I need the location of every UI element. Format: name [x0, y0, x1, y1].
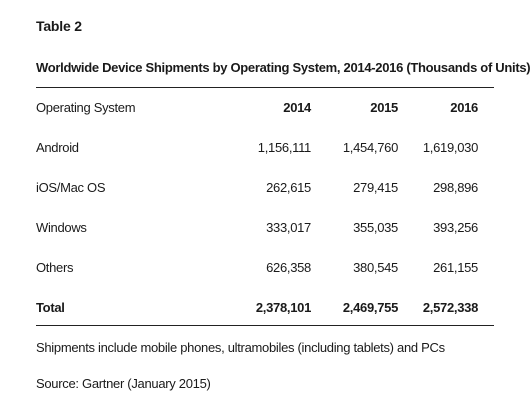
header-operating-system: Operating System	[36, 100, 136, 115]
table-row-android: Android 1,156,111 1,454,760 1,619,030	[36, 138, 494, 158]
document-page: Table 2 Worldwide Device Shipments by Op…	[36, 0, 530, 410]
cell-2014: 626,358	[266, 260, 311, 275]
cell-2015: 355,035	[353, 220, 398, 235]
table-header-row: Operating System 2014 2015 2016	[36, 98, 494, 118]
row-label: Android	[36, 140, 79, 155]
table-top-rule	[36, 87, 494, 88]
table-title: Worldwide Device Shipments by Operating …	[36, 60, 530, 75]
total-2015: 2,469,755	[342, 300, 398, 315]
row-label: iOS/Mac OS	[36, 180, 106, 195]
header-2014: 2014	[283, 100, 311, 115]
header-2015: 2015	[370, 100, 398, 115]
total-2016: 2,572,338	[422, 300, 478, 315]
table-row-windows: Windows 333,017 355,035 393,256	[36, 218, 494, 238]
cell-2014: 262,615	[266, 180, 311, 195]
row-label: Others	[36, 260, 74, 275]
header-2016: 2016	[450, 100, 478, 115]
cell-2016: 1,619,030	[422, 140, 478, 155]
table-row-others: Others 626,358 380,545 261,155	[36, 258, 494, 278]
table-row-total: Total 2,378,101 2,469,755 2,572,338	[36, 298, 494, 318]
total-2014: 2,378,101	[255, 300, 311, 315]
cell-2015: 1,454,760	[342, 140, 398, 155]
cell-2015: 279,415	[353, 180, 398, 195]
row-label: Windows	[36, 220, 87, 235]
cell-2016: 393,256	[433, 220, 478, 235]
table-footnote: Shipments include mobile phones, ultramo…	[36, 340, 445, 355]
cell-2015: 380,545	[353, 260, 398, 275]
cell-2014: 333,017	[266, 220, 311, 235]
table-label: Table 2	[36, 18, 82, 34]
table-bottom-rule	[36, 325, 494, 326]
cell-2014: 1,156,111	[257, 140, 312, 155]
table-row-ios: iOS/Mac OS 262,615 279,415 298,896	[36, 178, 494, 198]
cell-2016: 298,896	[433, 180, 478, 195]
cell-2016: 261,155	[433, 260, 478, 275]
total-label: Total	[36, 300, 65, 315]
table-source: Source: Gartner (January 2015)	[36, 376, 211, 391]
